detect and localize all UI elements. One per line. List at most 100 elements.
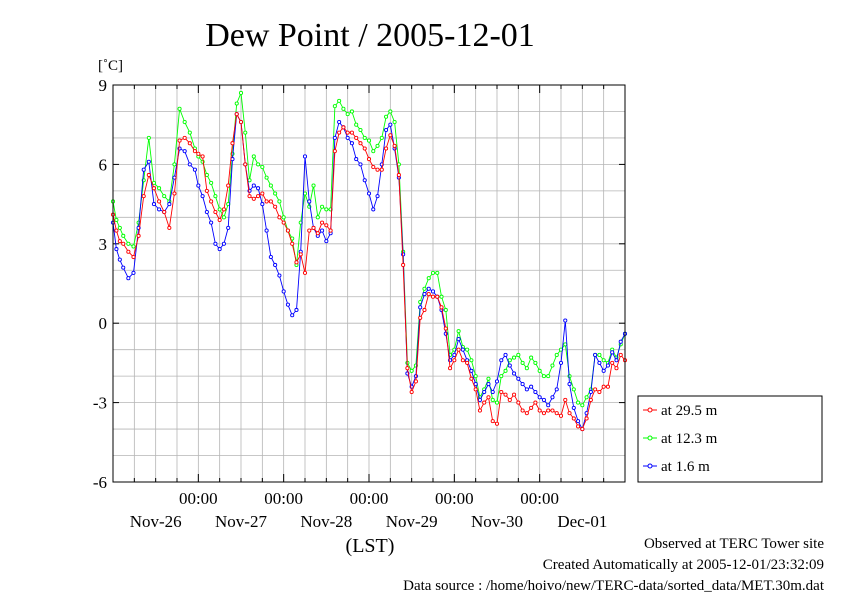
series-point — [618, 339, 623, 344]
chart-title: Dew Point / 2005-12-01 — [205, 17, 535, 54]
series-point — [456, 337, 461, 342]
series-point — [486, 382, 491, 387]
legend-box — [637, 395, 823, 483]
x-tick-date-label: Nov-28 — [300, 512, 352, 531]
series-point — [494, 400, 500, 405]
series-point — [320, 228, 325, 233]
series-point — [167, 225, 172, 230]
series-point — [503, 392, 508, 397]
series-point — [379, 167, 384, 172]
series-point — [226, 225, 231, 230]
series-point — [516, 400, 521, 405]
series-point — [345, 130, 350, 135]
series-point — [332, 104, 337, 109]
series-point — [256, 162, 261, 167]
series-point — [277, 215, 282, 220]
series-point — [409, 389, 414, 395]
y-tick-label: -6 — [93, 473, 107, 492]
series-point — [277, 273, 282, 278]
series-point — [337, 120, 342, 125]
series-point — [341, 125, 346, 130]
x-tick-date-label: Nov-29 — [386, 512, 438, 531]
series-point — [320, 204, 325, 209]
series-point — [337, 130, 342, 135]
series-point — [439, 294, 444, 299]
series-point — [256, 186, 261, 191]
series-point — [388, 122, 393, 127]
series-point — [601, 384, 606, 389]
series-point — [605, 384, 610, 389]
series-point — [507, 397, 512, 403]
series-point — [213, 241, 218, 246]
series-point — [247, 194, 252, 199]
series-point — [121, 241, 126, 246]
series-point — [597, 389, 602, 395]
series-point — [281, 215, 286, 220]
series-point — [294, 260, 299, 265]
series-point — [157, 199, 162, 204]
series-point — [430, 294, 436, 299]
series-point — [537, 408, 542, 413]
series-point — [213, 194, 218, 199]
series-point — [533, 389, 538, 395]
series-point — [469, 368, 474, 373]
series-point — [337, 98, 342, 103]
series-point — [588, 389, 593, 395]
footer-source: Data source : /home/hoivo/new/TERC-data/… — [403, 578, 824, 594]
series-point — [614, 358, 619, 363]
x-tick-date-label: Nov-27 — [215, 512, 267, 531]
series-point — [597, 360, 602, 365]
series-point — [469, 358, 474, 363]
series-point — [371, 207, 376, 212]
series-point — [524, 411, 529, 416]
series-point — [221, 207, 226, 212]
series-point — [401, 252, 406, 257]
series-point — [614, 366, 619, 371]
series-point — [307, 199, 312, 204]
series-point — [541, 397, 546, 403]
series-point — [196, 183, 201, 188]
series-point — [162, 194, 167, 199]
series-point — [141, 167, 146, 172]
series-point — [576, 424, 581, 429]
series-point — [290, 313, 295, 318]
series-point — [563, 318, 568, 323]
series-point — [366, 157, 372, 162]
series-point — [358, 141, 363, 146]
series-point — [546, 403, 551, 408]
series-point — [209, 199, 214, 204]
series-point — [593, 387, 598, 392]
series-point — [182, 120, 187, 125]
series-point — [422, 292, 427, 297]
series-point — [354, 157, 359, 162]
series-point — [503, 352, 508, 358]
series-point — [516, 352, 521, 358]
series-point — [388, 109, 393, 114]
series-point — [209, 220, 214, 225]
series-point — [226, 183, 231, 188]
series-point — [524, 366, 529, 371]
series-point — [311, 225, 316, 230]
series-point — [362, 135, 367, 140]
series-point — [117, 239, 122, 244]
legend-label: at 1.6 m — [661, 459, 710, 475]
series-point — [217, 207, 222, 212]
series-point — [435, 294, 440, 299]
series-point — [268, 254, 273, 260]
series-point — [131, 244, 136, 249]
series-point — [375, 167, 380, 172]
series-point — [273, 204, 278, 209]
series-point — [529, 384, 534, 389]
y-tick-label: 0 — [99, 314, 108, 333]
series-point — [243, 130, 248, 135]
series-point — [230, 141, 235, 146]
series-point — [204, 188, 209, 193]
series-point — [349, 130, 354, 135]
series-point — [172, 191, 177, 196]
series-point — [392, 143, 397, 148]
series-point — [473, 374, 478, 379]
series-point — [121, 265, 126, 270]
series-point — [281, 220, 286, 225]
series-point — [396, 172, 401, 178]
